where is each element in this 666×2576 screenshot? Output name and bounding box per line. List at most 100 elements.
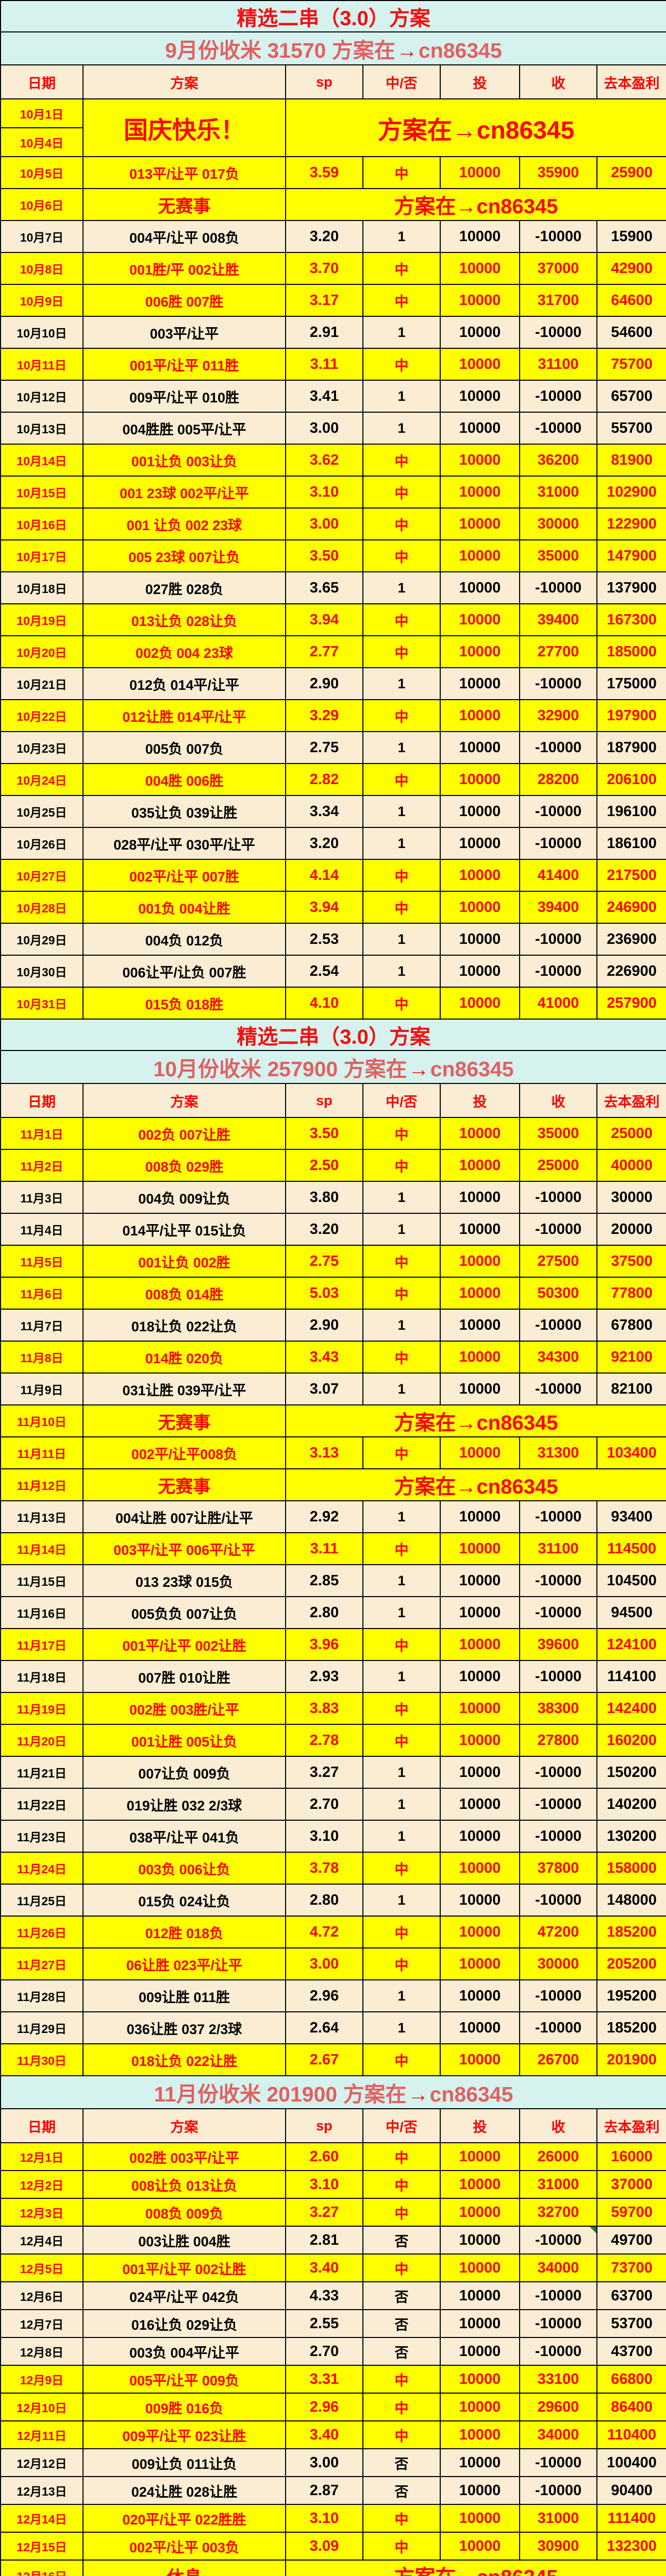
bet-cell: 10000 xyxy=(440,955,520,988)
holiday-row: 10月1日 国庆快乐！ 方案在→cn86345 xyxy=(0,98,666,157)
date-cell: 11月12日 xyxy=(0,1468,84,1501)
date-cell: 11月21日 xyxy=(0,1756,84,1789)
sp-cell: 2.75 xyxy=(285,1245,363,1278)
hit-cell: 1 xyxy=(362,412,441,445)
date-cell: 10月11日 xyxy=(0,348,84,381)
match-row: 10月29日 004负 012负 2.53 1 10000 -10000 236900 xyxy=(0,923,666,956)
column-header-date: 日期 xyxy=(0,64,84,99)
plan-cell: 024平/让平 042负 xyxy=(82,2281,286,2310)
date-cell: 10月30日 xyxy=(0,955,84,988)
hit-cell: 1 xyxy=(362,1884,441,1917)
hit-cell: 1 xyxy=(362,955,441,988)
profit-cell: 195200 xyxy=(596,1979,666,2012)
date-cell: 12月2日 xyxy=(0,2170,84,2199)
sp-cell: 3.31 xyxy=(285,2365,363,2394)
bet-cell: 10000 xyxy=(440,635,520,668)
match-row: 10月26日 028平/让平 030平/让平 3.20 1 10000 -10000 186… xyxy=(0,827,666,860)
plan-cell: 002负 007让胜 xyxy=(82,1117,286,1150)
match-row: 10月18日 027胜 028负 3.65 1 10000 -10000 137900 xyxy=(0,571,666,604)
bet-cell: 10000 xyxy=(440,1372,520,1405)
hit-cell: 中 xyxy=(362,2393,441,2421)
receive-cell: 34000 xyxy=(519,2420,597,2449)
bet-cell: 10000 xyxy=(440,1724,520,1757)
sp-cell: 3.20 xyxy=(285,827,363,860)
receive-cell: 27800 xyxy=(519,1724,597,1757)
cell-note-flag-icon xyxy=(590,2227,596,2233)
date-cell: 11月5日 xyxy=(0,1245,84,1278)
hit-cell: 否 xyxy=(362,2309,441,2338)
date-cell: 10月6日 xyxy=(0,188,84,221)
column-header-receive: 收 xyxy=(519,2108,597,2143)
plan-cell: 001 让负 002 23球 xyxy=(82,507,286,540)
bet-cell: 10000 xyxy=(440,2281,520,2310)
match-row: 11月17日 001平/让平 002让胜 3.96 中 10000 39600 124100 xyxy=(0,1628,666,1661)
hit-cell: 中 xyxy=(362,635,441,668)
receive-cell: 41400 xyxy=(519,859,597,892)
hit-cell: 1 xyxy=(362,923,441,956)
date-cell: 10月27日 xyxy=(0,859,84,892)
receive-cell: 37800 xyxy=(519,1852,597,1885)
date-cell: 12月1日 xyxy=(0,2142,84,2171)
plan-cell: 008负 014胜 xyxy=(82,1277,286,1310)
sp-cell: 2.60 xyxy=(285,2142,363,2171)
match-row: 11月2日 008负 029胜 2.50 中 10000 25000 40000 xyxy=(0,1149,666,1182)
match-row: 12月5日 001平/让平 002让胜 3.40 中 10000 34000 73700 xyxy=(0,2253,666,2282)
month-summary-cell: 11月份收米 201900 方案在→cn86345 xyxy=(0,2075,666,2109)
sp-cell: 2.78 xyxy=(285,1724,363,1757)
hit-cell: 1 xyxy=(362,795,441,828)
bet-cell: 10000 xyxy=(440,603,520,636)
plan-cell: 004胜胜 005平/让平 xyxy=(82,412,286,445)
hit-cell: 1 xyxy=(362,220,441,253)
match-row: 10月31日 015负 018胜 4.10 中 10000 41000 257900 xyxy=(0,987,666,1020)
profit-cell: 236900 xyxy=(596,923,666,956)
profit-cell: 111400 xyxy=(596,2504,666,2533)
hit-cell: 1 xyxy=(362,827,441,860)
plan-cell: 013让负 028让负 xyxy=(82,603,286,636)
hit-cell: 否 xyxy=(362,2337,441,2366)
date-cell: 10月23日 xyxy=(0,731,84,764)
hit-cell: 中 xyxy=(362,1245,441,1278)
hit-cell: 中 xyxy=(362,348,441,381)
receive-cell: -10000 xyxy=(519,1979,597,2012)
date-cell: 10月13日 xyxy=(0,412,84,445)
sp-cell: 3.50 xyxy=(285,539,363,572)
receive-cell: -10000 xyxy=(519,380,597,413)
date-cell: 11月2日 xyxy=(0,1149,84,1182)
month-summary-cell: 9月份收米 31570 方案在→cn86345 xyxy=(0,31,666,65)
receive-cell: 34300 xyxy=(519,1341,597,1374)
sp-cell: 4.72 xyxy=(285,1916,363,1948)
sp-cell: 3.94 xyxy=(285,603,363,636)
hit-cell: 1 xyxy=(362,380,441,413)
plan-link-text: 方案在→cn86345 xyxy=(285,1468,666,1501)
bet-cell: 10000 xyxy=(440,2504,520,2533)
hit-cell: 中 xyxy=(362,859,441,892)
sp-cell: 3.27 xyxy=(285,2198,363,2227)
date-cell: 12月11日 xyxy=(0,2420,84,2449)
profit-cell: 15900 xyxy=(596,220,666,253)
sp-cell: 2.91 xyxy=(285,316,363,349)
bet-cell: 10000 xyxy=(440,1149,520,1182)
receive-cell: 39400 xyxy=(519,891,597,924)
column-header-receive: 收 xyxy=(519,64,597,99)
hit-cell: 1 xyxy=(362,731,441,764)
date-cell: 12月9日 xyxy=(0,2365,84,2394)
plan-cell: 002胜 003平/让平 xyxy=(82,2142,286,2171)
hit-cell: 中 xyxy=(362,284,441,317)
bet-cell: 10000 xyxy=(440,2226,520,2255)
hit-cell: 中 xyxy=(362,1532,441,1565)
date-cell: 10月10日 xyxy=(0,316,84,349)
match-row: 11月19日 002胜 003胜/让平 3.83 中 10000 38300 142400 xyxy=(0,1692,666,1725)
match-row: 11月16日 005负负 007让负 2.80 1 10000 -10000 94500 xyxy=(0,1596,666,1629)
plan-cell: 015负 024让负 xyxy=(82,1884,286,1917)
summary-amount-text: 11月份收米 201900 方案在 xyxy=(154,2082,407,2106)
plan-cell: 038平/让平 041负 xyxy=(82,1820,286,1853)
column-header-row: 日期 方案 sp 中/否投收去本盈利 xyxy=(0,1083,666,1118)
bet-cell: 10000 xyxy=(440,2448,520,2477)
profit-cell: 94500 xyxy=(596,1596,666,1629)
hit-cell: 中 xyxy=(362,156,441,189)
profit-cell: 67800 xyxy=(596,1309,666,1342)
plan-cell: 024让胜 028让胜 xyxy=(82,2476,286,2505)
bet-cell: 10000 xyxy=(440,1181,520,1214)
date-cell: 11月19日 xyxy=(0,1692,84,1725)
profit-cell: 130200 xyxy=(596,1820,666,1853)
